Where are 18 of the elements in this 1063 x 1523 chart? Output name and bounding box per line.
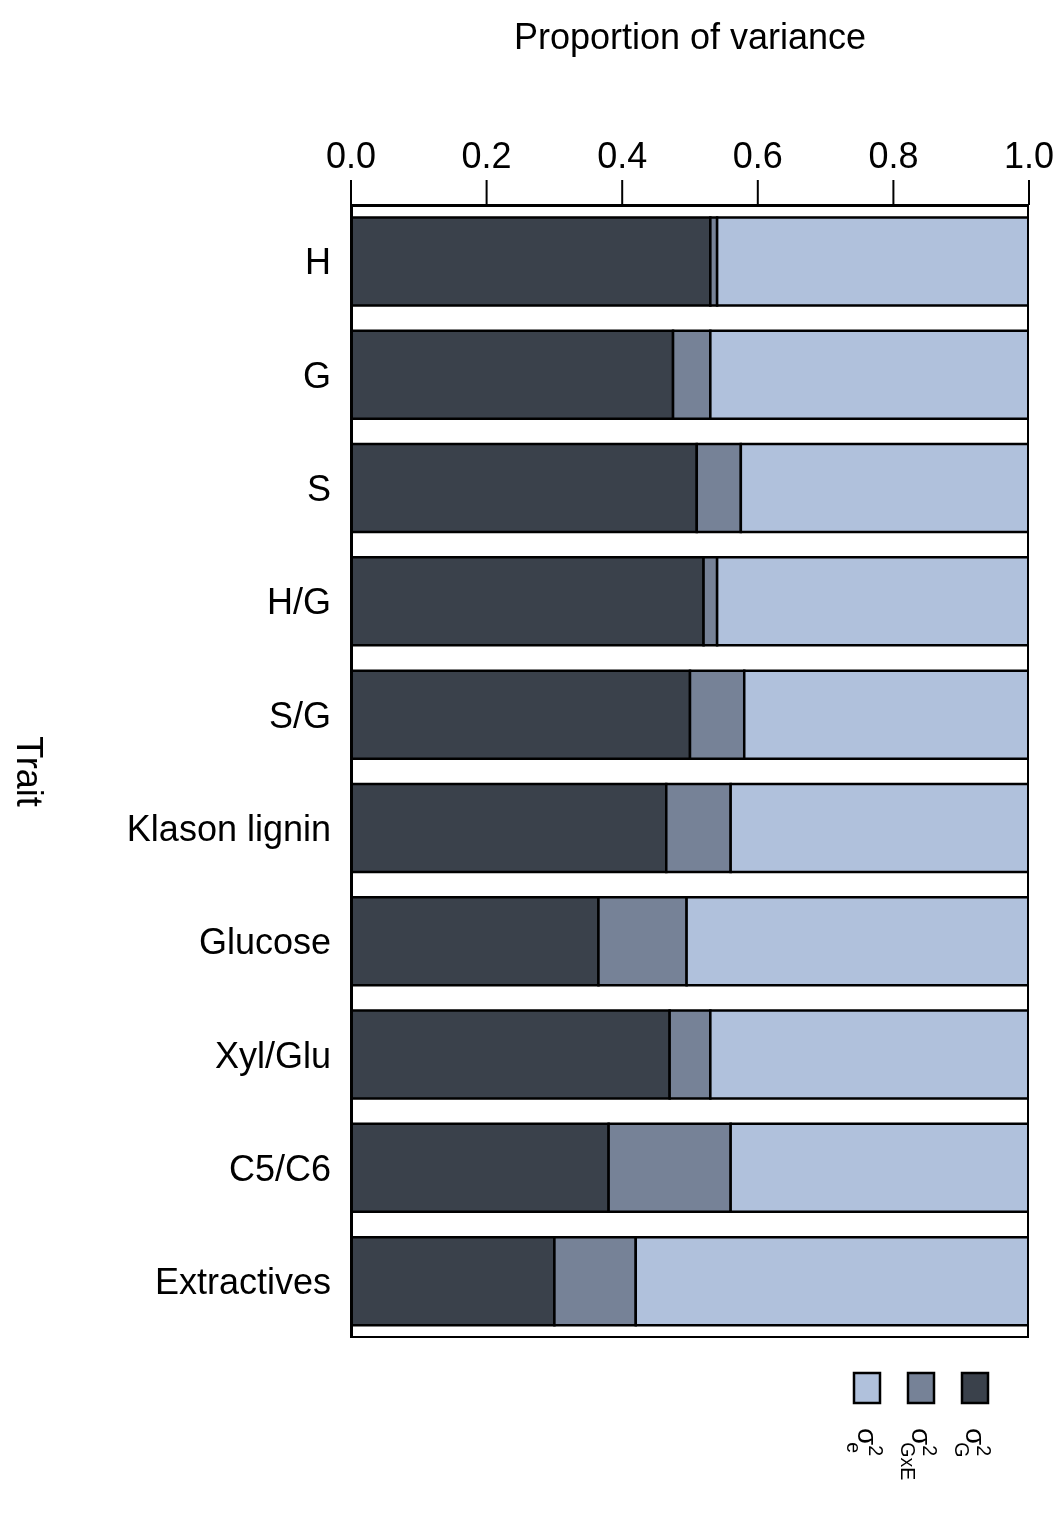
x-tick-label: 0.4 [597,135,648,176]
x-tick-label: 1.0 [1003,135,1055,176]
y-tick-label: H/G [266,581,331,623]
y-tick-label: Klason lignin [126,807,331,849]
x-tick-label: 0.6 [732,135,783,176]
y-tick-label: Glucose [198,921,331,963]
y-tick-label: H [305,241,331,283]
y-tick-label: S/G [268,694,331,736]
y-tick-label: Extractives [154,1261,331,1303]
x-axis-title: Proportion of variance [513,15,867,57]
y-tick-label: Xyl/Glu [214,1034,331,1076]
x-tick-label: 0.0 [325,135,377,176]
y-tick-label: G [302,354,331,396]
y-tick-label: S [306,468,331,510]
y-tick-label: C5/C6 [228,1147,331,1189]
x-tick-label: 0.2 [461,135,512,176]
x-tick-label: 0.8 [868,135,919,176]
y-axis-title: Trait [9,736,51,807]
